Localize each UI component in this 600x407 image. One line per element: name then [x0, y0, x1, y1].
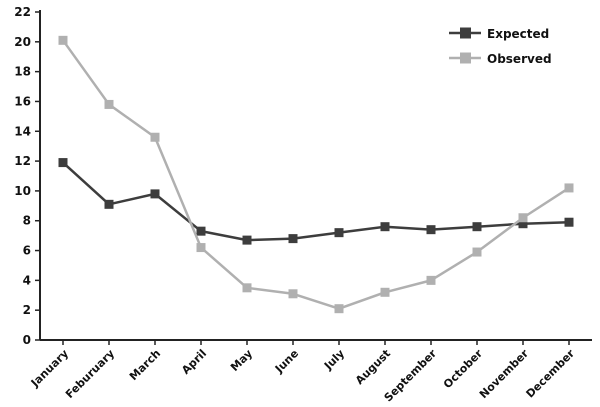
legend-marker-observed — [460, 52, 471, 64]
data-point-expected — [564, 217, 574, 227]
y-tick-label: 22 — [14, 5, 31, 19]
legend: Expected Observed — [449, 27, 552, 66]
axes — [39, 10, 592, 341]
data-point-observed — [518, 213, 528, 223]
y-axis-ticks: 0 2 4 6 8 10 12 14 16 18 20 22 — [14, 5, 40, 347]
data-point-expected — [242, 235, 252, 245]
data-point-observed — [472, 247, 482, 257]
data-point-observed — [426, 275, 436, 285]
y-tick-label: 20 — [14, 35, 31, 49]
data-point-expected — [334, 228, 344, 238]
data-point-observed — [150, 132, 160, 142]
x-tick-label: October — [441, 347, 486, 392]
x-tick-label: January — [28, 347, 71, 390]
data-point-expected — [472, 222, 482, 232]
legend-marker-expected — [460, 27, 471, 39]
y-tick-label: 2 — [23, 303, 31, 317]
x-tick-label: July — [321, 347, 347, 373]
legend-label-expected: Expected — [487, 27, 549, 41]
y-tick-label: 4 — [23, 273, 31, 287]
data-point-expected — [104, 199, 114, 209]
data-point-observed — [196, 243, 206, 253]
data-point-observed — [380, 287, 390, 297]
y-tick-label: 8 — [23, 214, 31, 228]
y-tick-label: 0 — [23, 333, 31, 347]
y-tick-label: 6 — [23, 244, 31, 258]
data-point-observed — [104, 99, 114, 109]
y-tick-label: 14 — [14, 124, 31, 138]
data-point-observed — [58, 35, 68, 45]
data-point-expected — [380, 222, 390, 232]
series-expected — [58, 158, 574, 245]
y-tick-label: 18 — [14, 65, 31, 79]
data-point-expected — [196, 226, 206, 236]
y-tick-label: 16 — [14, 94, 31, 108]
x-tick-label: June — [272, 347, 301, 376]
series-line-observed — [61, 39, 570, 310]
series-layer — [58, 35, 574, 314]
x-tick-label: April — [179, 347, 209, 377]
data-point-expected — [288, 234, 298, 244]
x-tick-label: August — [353, 347, 393, 387]
data-point-observed — [288, 289, 298, 299]
data-point-observed — [564, 183, 574, 193]
data-point-expected — [426, 225, 436, 235]
x-tick-label: March — [127, 347, 163, 383]
data-point-observed — [242, 283, 252, 293]
series-line-expected — [62, 161, 570, 242]
data-point-expected — [58, 158, 68, 168]
x-tick-label: May — [228, 347, 255, 374]
x-tick-label: December — [524, 347, 578, 401]
series-observed — [58, 35, 574, 314]
x-tick-label: Feburuary — [63, 347, 117, 401]
data-point-expected — [518, 219, 528, 229]
data-point-expected — [150, 189, 160, 199]
x-tick-label: November — [477, 347, 532, 402]
y-tick-label: 12 — [14, 154, 31, 168]
y-tick-label: 10 — [14, 184, 31, 198]
data-point-observed — [334, 304, 344, 314]
legend-label-observed: Observed — [487, 52, 552, 66]
